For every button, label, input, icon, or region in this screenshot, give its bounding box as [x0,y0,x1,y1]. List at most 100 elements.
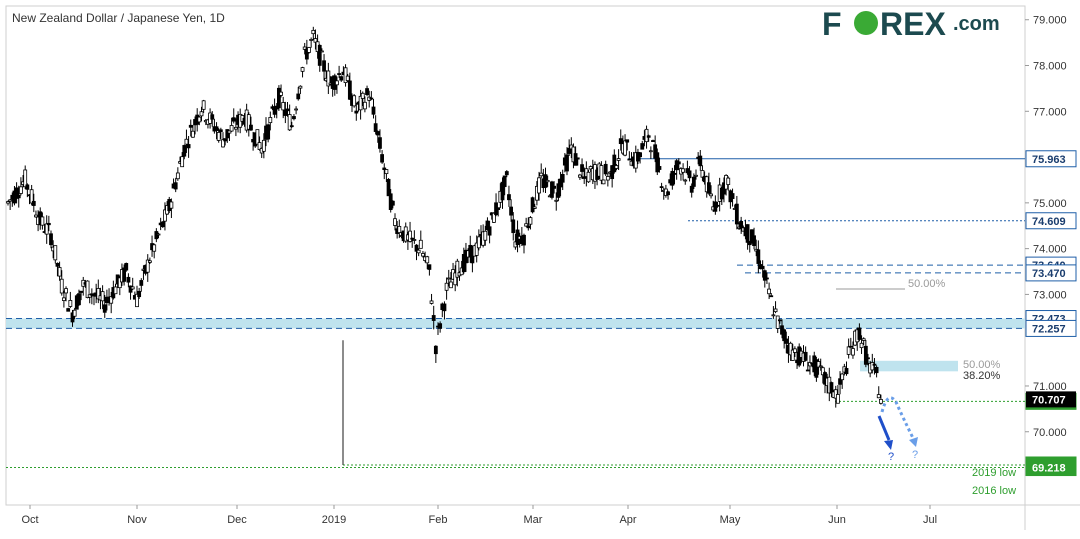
candle [694,169,698,180]
y-tick-4: 74.000 [1033,244,1067,256]
candle [18,177,23,196]
candle [638,152,642,164]
candle [249,116,253,131]
candle [504,170,509,178]
candle [145,254,150,282]
candle [814,356,819,382]
candle [53,245,58,264]
candle [676,158,681,171]
question-mark-2: ? [912,449,918,461]
candle [509,199,514,222]
candle [756,240,761,274]
candle [683,178,688,185]
projection-arrows: ? ? [877,396,918,463]
level-lines [6,158,1025,469]
candle [528,216,533,230]
fib-50-upper-label: 50.00% [908,278,946,290]
fib-zone [860,360,958,372]
candle [362,96,367,113]
candle [300,66,305,78]
svg-text:73.470: 73.470 [1032,268,1066,280]
candle [836,385,840,404]
candle [378,129,382,153]
x-label-0: Oct [21,514,38,526]
candle [784,331,789,354]
candle [292,114,296,121]
candle [414,244,419,261]
svg-text:70.707: 70.707 [1032,394,1066,406]
candle [859,335,864,354]
svg-text:74.609: 74.609 [1032,216,1066,228]
candle [135,285,139,308]
chart-title: New Zealand Dollar / Japanese Yen, 1D [12,11,225,25]
candle [40,212,45,230]
candle [229,117,234,132]
candle [23,165,28,190]
candle [266,123,271,143]
candle [375,130,380,143]
candle [879,394,883,405]
candle [231,108,236,124]
candle [79,290,83,301]
candle [560,169,565,191]
candle [586,169,591,183]
candle [49,230,53,249]
candle [358,89,363,120]
candle [537,171,541,201]
candle [410,237,415,248]
candle [526,217,531,231]
candle [223,138,228,146]
candle [429,293,434,305]
candle [552,181,556,194]
candle [818,358,823,371]
y-tick-2: 77.000 [1033,106,1067,118]
candle [715,201,720,208]
candle [846,338,851,359]
candle [550,180,554,200]
candle [393,213,397,231]
candle [96,279,101,304]
candle [788,341,793,361]
candle [126,273,131,288]
candle [276,85,281,111]
candle [55,262,60,277]
candle [182,144,187,160]
candle [57,261,62,281]
candle [745,224,750,250]
candle [233,118,238,137]
candle [431,305,436,330]
candle [68,291,73,308]
candle [496,207,501,217]
y-tick-0: 79.000 [1033,15,1067,27]
candle [354,103,359,121]
candle [199,106,204,122]
candle [100,285,105,310]
candle [386,178,391,197]
candle [857,323,862,342]
candle [365,85,369,97]
candle [700,165,705,181]
candle [317,44,322,72]
candle [848,337,853,348]
candle [659,182,664,192]
candle [442,301,447,320]
y-tick-6: 71.000 [1033,381,1067,393]
candle [261,133,266,159]
candle [124,262,129,272]
candle [216,128,221,143]
candle [687,166,692,182]
level-tag-3: 73.470 [1025,264,1077,282]
candle [59,270,64,296]
x-label-2: Dec [227,514,247,526]
candle [152,243,157,259]
question-mark-1: ? [888,451,894,463]
candle [507,185,511,207]
candle [603,160,608,176]
candle [502,175,507,196]
candle [775,315,780,334]
logo-globe-icon [854,11,878,35]
candle [369,91,374,101]
candle [455,258,460,287]
candle [709,185,713,199]
candle [726,176,731,191]
